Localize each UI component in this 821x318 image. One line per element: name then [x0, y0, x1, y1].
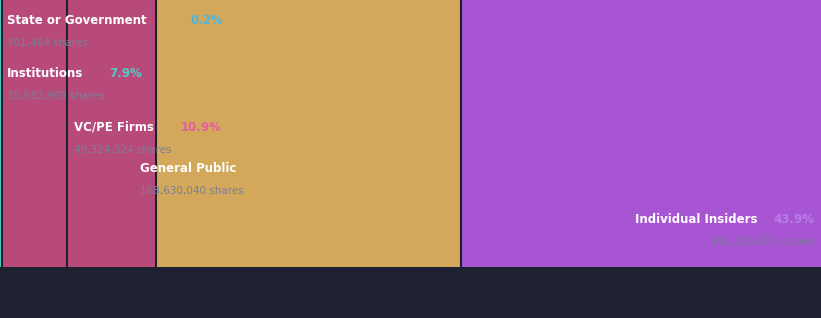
Text: 168,630,040 shares: 168,630,040 shares	[140, 186, 243, 196]
Text: 198,825,009 shares: 198,825,009 shares	[710, 237, 814, 247]
Text: 35,682,909 shares: 35,682,909 shares	[7, 91, 104, 100]
Text: 37.2%: 37.2%	[268, 162, 309, 175]
Text: 49,324,324 shares: 49,324,324 shares	[74, 145, 172, 155]
Text: 0.2%: 0.2%	[190, 14, 223, 27]
Text: VC/PE Firms: VC/PE Firms	[74, 121, 154, 134]
Bar	[461, 0, 821, 267]
Text: Institutions: Institutions	[7, 67, 83, 80]
Text: General Public: General Public	[140, 162, 236, 175]
Text: State or Government: State or Government	[7, 14, 146, 27]
Bar	[2, 0, 67, 267]
Bar	[0, 0, 2, 267]
Text: 701,464 shares: 701,464 shares	[7, 38, 87, 48]
Bar	[67, 0, 156, 267]
Text: 7.9%: 7.9%	[109, 67, 142, 80]
Bar	[156, 0, 461, 267]
Text: 10.9%: 10.9%	[181, 121, 222, 134]
Text: 43.9%: 43.9%	[773, 213, 814, 226]
Text: Individual Insiders: Individual Insiders	[635, 213, 758, 226]
